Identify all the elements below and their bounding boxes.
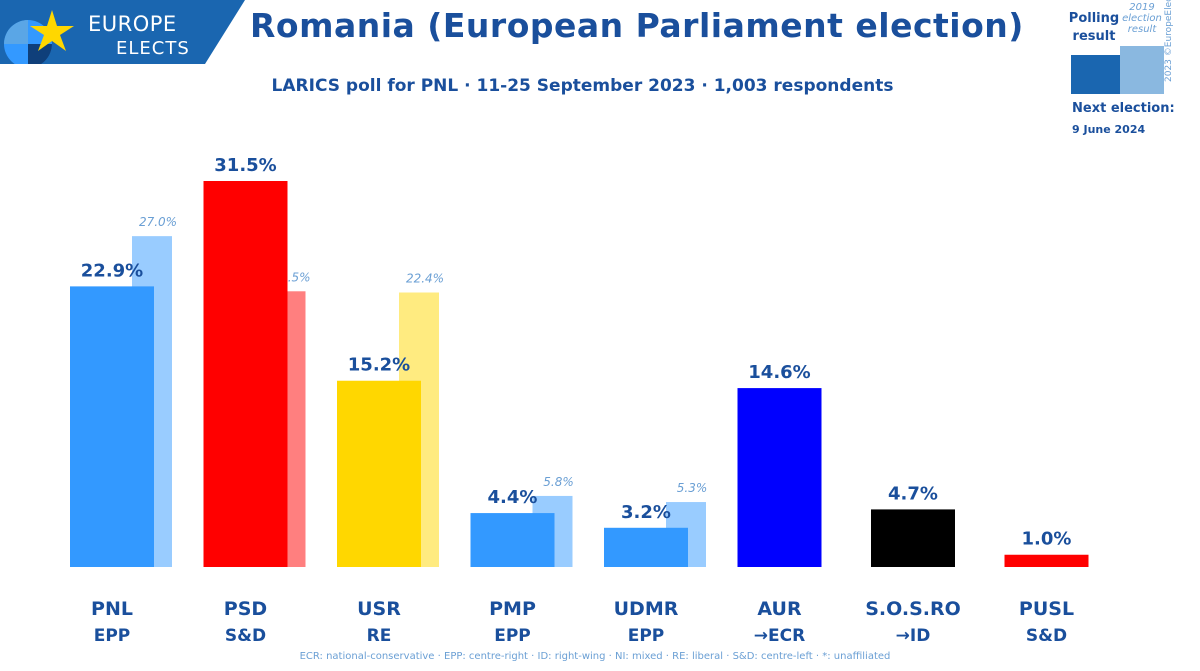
category-label-pnl: PNL — [91, 598, 133, 620]
bar-poll-pusl — [1004, 554, 1089, 567]
category-label-psd: PSD — [224, 598, 267, 620]
group-label-pusl: S&D — [1026, 626, 1067, 646]
label-poll-aur: 14.6% — [748, 362, 810, 383]
category-label-pusl: PUSL — [1019, 598, 1074, 620]
next-election-date: 9 June 2024 — [1072, 123, 1146, 136]
group-label-pmp: EPP — [494, 626, 531, 646]
chart-title: Romania (European Parliament election) — [250, 6, 1024, 45]
label-2019-udmr: 5.3% — [677, 481, 708, 495]
label-poll-pnl: 22.9% — [81, 260, 143, 281]
group-label-sosro: →ID — [896, 626, 931, 646]
group-label-udmr: EPP — [628, 626, 665, 646]
logo-text-europe: EUROPE — [88, 12, 177, 36]
legend-polling-swatch — [1071, 55, 1120, 94]
category-label-usr: USR — [357, 598, 401, 620]
group-label-pnl: EPP — [94, 626, 131, 646]
legend-previous-swatch — [1120, 46, 1164, 94]
europe-elects-logo — [0, 0, 245, 64]
legend-polling-label: Polling result — [1068, 11, 1120, 44]
bar-poll-aur — [737, 388, 822, 567]
bar-poll-psd — [203, 181, 288, 567]
label-poll-sosro: 4.7% — [888, 483, 938, 504]
group-label-usr: RE — [367, 626, 392, 646]
category-label-pmp: PMP — [489, 598, 536, 620]
group-label-psd: S&D — [225, 626, 266, 646]
label-poll-psd: 31.5% — [214, 155, 276, 176]
logo-text-elects: ELECTS — [116, 38, 190, 59]
label-2019-pmp: 5.8% — [543, 475, 574, 489]
label-poll-udmr: 3.2% — [621, 502, 671, 523]
next-election-label: Next election: — [1072, 101, 1175, 116]
footnote: ECR: national-conservative · EPP: centre… — [299, 651, 891, 662]
category-label-aur: AUR — [757, 598, 802, 620]
bar-poll-pnl — [70, 286, 154, 567]
legend-previous-label: 2019 election result — [1122, 2, 1162, 35]
bar-poll-sosro — [871, 509, 955, 567]
label-poll-pmp: 4.4% — [488, 487, 538, 508]
group-label-aur: →ECR — [754, 626, 805, 646]
chart-subtitle: LARICS poll for PNL · 11-25 September 20… — [271, 76, 894, 96]
category-label-sosro: S.O.S.RO — [865, 598, 961, 620]
label-poll-pusl: 1.0% — [1022, 529, 1072, 550]
bar-poll-udmr — [604, 527, 688, 567]
bar-poll-usr — [337, 380, 421, 567]
label-2019-usr: 22.4% — [406, 272, 444, 286]
label-2019-pnl: 27.0% — [139, 215, 177, 229]
bar-poll-pmp — [470, 513, 555, 567]
category-label-udmr: UDMR — [614, 598, 679, 620]
label-poll-usr: 15.2% — [348, 355, 410, 376]
